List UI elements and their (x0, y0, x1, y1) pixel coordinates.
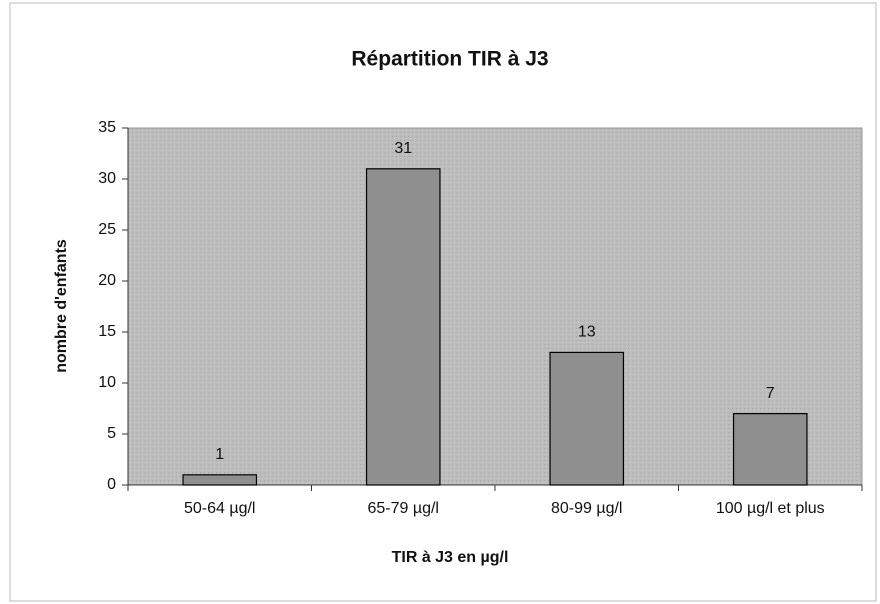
data-label: 7 (766, 385, 775, 402)
data-label: 13 (578, 324, 596, 341)
bar (182, 474, 258, 486)
y-tick-label: 15 (98, 323, 116, 340)
y-tick-label: 5 (107, 425, 116, 442)
y-tick-label: 0 (107, 476, 116, 493)
x-tick-label: 100 µg/l et plus (716, 500, 825, 517)
x-axis-title: TIR à J3 en µg/l (392, 549, 509, 566)
y-axis-title: nombre d'enfants (53, 239, 70, 373)
x-tick-label: 50-64 µg/l (184, 500, 255, 517)
x-tick-label: 65-79 µg/l (368, 500, 439, 517)
y-tick-label: 20 (98, 272, 116, 289)
x-tick-label: 80-99 µg/l (551, 500, 622, 517)
y-tick-label: 10 (98, 374, 116, 391)
y-tick-label: 25 (98, 221, 116, 238)
y-tick-label: 30 (98, 170, 116, 187)
bar (365, 168, 441, 486)
data-label: 31 (394, 140, 412, 157)
data-label: 1 (215, 446, 224, 463)
bar (549, 351, 625, 486)
y-tick-label: 35 (98, 119, 116, 136)
chart-title: Répartition TIR à J3 (351, 48, 548, 71)
bar (732, 413, 808, 486)
